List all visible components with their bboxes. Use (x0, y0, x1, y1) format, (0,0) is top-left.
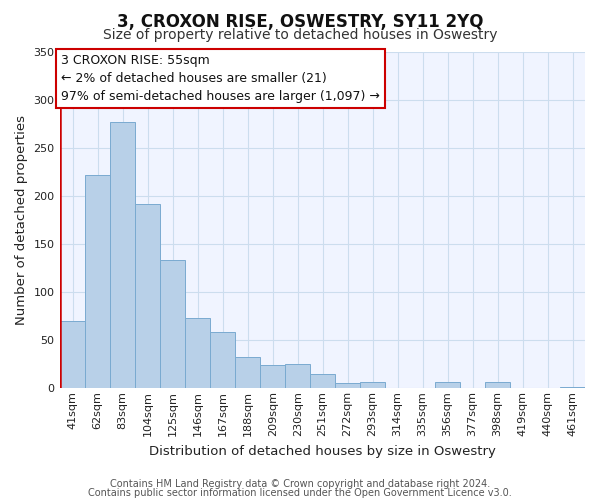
Bar (435, 382, 460, 388)
Bar (335, 384, 360, 388)
Bar (135, 204, 160, 388)
Bar (110, 122, 135, 388)
Bar (310, 374, 335, 388)
Bar (260, 365, 285, 388)
Bar (185, 318, 210, 388)
Text: Contains HM Land Registry data © Crown copyright and database right 2024.: Contains HM Land Registry data © Crown c… (110, 479, 490, 489)
Y-axis label: Number of detached properties: Number of detached properties (15, 115, 28, 325)
Bar (485, 382, 510, 388)
Bar (160, 260, 185, 388)
Text: 3, CROXON RISE, OSWESTRY, SY11 2YQ: 3, CROXON RISE, OSWESTRY, SY11 2YQ (117, 12, 483, 30)
Text: Contains public sector information licensed under the Open Government Licence v3: Contains public sector information licen… (88, 488, 512, 498)
Bar (360, 382, 385, 388)
X-axis label: Distribution of detached houses by size in Oswestry: Distribution of detached houses by size … (149, 444, 496, 458)
Text: Size of property relative to detached houses in Oswestry: Size of property relative to detached ho… (103, 28, 497, 42)
Bar (60, 321, 85, 388)
Bar (85, 174, 110, 388)
Bar (285, 364, 310, 388)
Bar (210, 332, 235, 388)
Text: 3 CROXON RISE: 55sqm
← 2% of detached houses are smaller (21)
97% of semi-detach: 3 CROXON RISE: 55sqm ← 2% of detached ho… (61, 54, 380, 104)
Bar (235, 356, 260, 388)
